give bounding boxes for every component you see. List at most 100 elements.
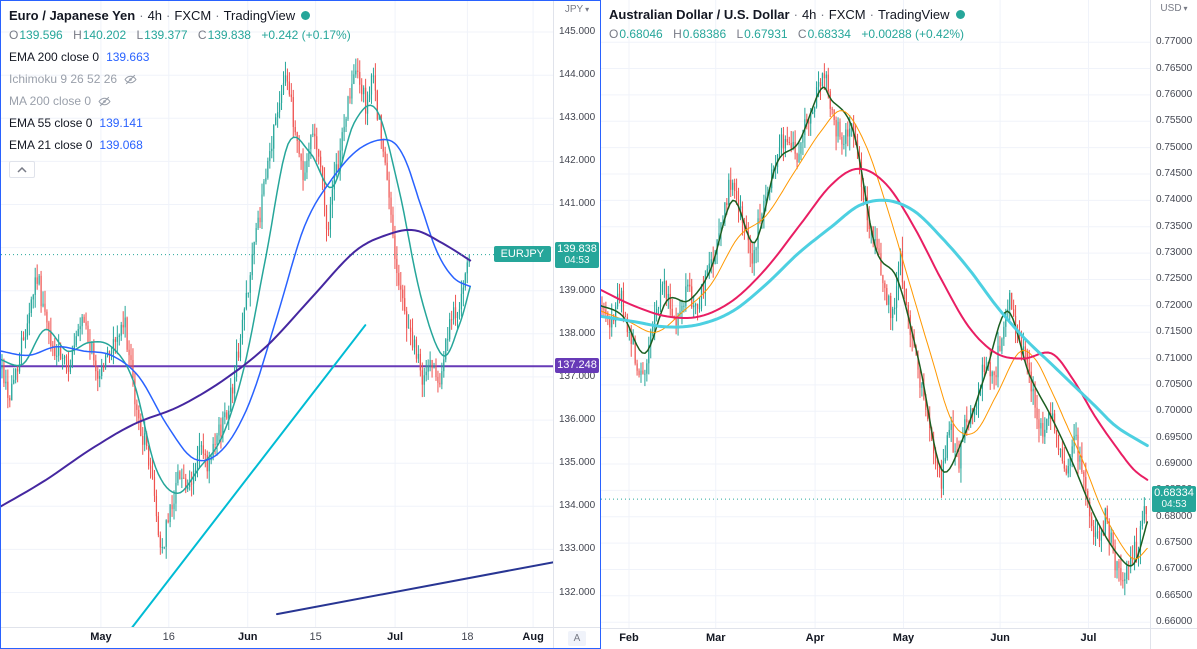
price-tick: 0.71500 [1156, 326, 1193, 338]
market-status-icon[interactable] [955, 10, 965, 19]
market-status-icon[interactable] [301, 11, 311, 20]
chevron-down-icon: ▾ [1183, 4, 1188, 13]
low-label: L [136, 28, 144, 42]
candles-layer-eurjpy [1, 1, 553, 627]
interval-label[interactable]: 4h [147, 8, 163, 23]
currency-label: JPY [564, 4, 584, 15]
open-label: O [9, 28, 19, 42]
indicator-row-ichimoku[interactable]: Ichimoku 9 26 52 26 [9, 71, 351, 88]
low-label: L [736, 27, 744, 41]
price-tick: 0.70500 [1156, 378, 1193, 390]
exchange-label[interactable]: FXCM [174, 8, 212, 23]
price-tick: 0.75000 [1156, 141, 1193, 153]
indicator-label: EMA 21 close 0 [9, 138, 93, 152]
price-tick: 133.000 [559, 543, 596, 555]
time-label: Feb [619, 632, 639, 644]
time-label: Apr [805, 632, 825, 644]
price-tick: 143.000 [559, 112, 596, 124]
symbol-name[interactable]: Australian Dollar / U.S. Dollar [609, 7, 790, 22]
high-label: H [73, 28, 82, 42]
price-tick: 0.72500 [1156, 273, 1193, 285]
indicator-label: EMA 55 close 0 [9, 116, 93, 130]
symbol-title-row: Australian Dollar / U.S. Dollar · 4h · F… [609, 6, 965, 23]
price-scale-currency-menu[interactable]: JPY ▾ [554, 4, 600, 15]
eye-hidden-icon[interactable] [98, 95, 111, 108]
price-tick: 0.69000 [1156, 458, 1193, 469]
dot-separator: · [869, 7, 874, 22]
indicator-label: MA 200 close 0 [9, 94, 92, 108]
platform-label[interactable]: TradingView [877, 7, 950, 22]
legend-eurjpy: Euro / Japanese Yen · 4h · FXCM · Tradin… [9, 7, 351, 178]
chart-panel-eurjpy: Euro / Japanese Yen · 4h · FXCM · Tradin… [0, 0, 601, 649]
close-value: 139.838 [207, 28, 251, 42]
platform-label[interactable]: TradingView [223, 8, 296, 23]
exchange-label[interactable]: FXCM [828, 7, 866, 22]
current-price-value: 0.68334 [1154, 487, 1194, 500]
hline-price-badge: 137.248 [555, 358, 599, 374]
price-tick: 0.67500 [1156, 537, 1193, 549]
indicator-label: Ichimoku 9 26 52 26 [9, 72, 118, 86]
price-scale-eurjpy[interactable]: JPY ▾ 145.000 144.000 143.000 142.000 141.00… [553, 1, 600, 627]
indicator-value: 139.141 [99, 116, 143, 130]
collapse-legend-button[interactable] [9, 161, 35, 178]
price-line-symbol-tag: EURJPY [493, 245, 551, 262]
dot-separator: · [820, 7, 825, 22]
price-tick: 0.76000 [1156, 88, 1193, 100]
indicator-label: EMA 200 close 0 [9, 50, 100, 64]
eye-hidden-icon[interactable] [124, 73, 137, 86]
axis-corner-eurjpy: A [553, 628, 600, 648]
price-tick: 0.74500 [1156, 168, 1193, 179]
price-tick: 134.000 [559, 500, 596, 512]
interval-label[interactable]: 4h [801, 7, 817, 22]
chevron-down-icon: ▾ [585, 5, 590, 14]
open-value: 0.68046 [619, 27, 663, 41]
price-tick: 136.000 [559, 414, 596, 426]
time-axis-eurjpy[interactable]: May 16 Jun 15 Jul 18 Aug [1, 628, 553, 648]
price-tick: 0.73500 [1156, 220, 1193, 232]
time-label: 16 [162, 631, 175, 643]
low-value: 0.67931 [744, 27, 788, 41]
close-label: C [197, 28, 207, 42]
price-tick: 0.72000 [1156, 299, 1193, 311]
price-tick: 145.000 [559, 26, 596, 38]
dot-separator: · [215, 8, 220, 23]
time-label: Jul [1080, 632, 1097, 644]
dot-separator: · [793, 7, 798, 22]
price-scale-currency-menu[interactable]: USD ▾ [1151, 3, 1197, 14]
chevron-up-icon [17, 166, 27, 173]
time-label: May [892, 632, 915, 644]
price-pane-audusd[interactable]: Australian Dollar / U.S. Dollar · 4h · F… [601, 0, 1150, 628]
price-tick: 0.73000 [1156, 247, 1193, 259]
change-value: +0.242 (+0.17%) [261, 28, 351, 42]
price-tick: 0.74000 [1156, 194, 1193, 206]
price-tick: 0.67000 [1156, 563, 1193, 575]
price-tick: 144.000 [559, 69, 596, 81]
symbol-name[interactable]: Euro / Japanese Yen [9, 8, 136, 23]
auto-scale-button[interactable]: A [568, 630, 586, 646]
symbol-title-row: Euro / Japanese Yen · 4h · FXCM · Tradin… [9, 7, 351, 24]
close-value: 0.68334 [807, 27, 851, 41]
candlestick-chart[interactable] [1, 1, 553, 627]
price-pane-eurjpy[interactable]: Euro / Japanese Yen · 4h · FXCM · Tradin… [1, 1, 553, 627]
price-tick: 0.69500 [1156, 431, 1193, 443]
price-tick: 137.000 [559, 370, 596, 382]
time-label: Mar [705, 632, 726, 644]
dot-separator: · [139, 8, 144, 23]
price-tick: 0.77000 [1156, 36, 1193, 48]
ohlc-row: O139.596 H140.202 L139.377 C139.838 +0.2… [9, 27, 351, 44]
candlestick-chart[interactable] [601, 0, 1150, 628]
time-label: 18 [461, 631, 474, 643]
axis-corner-audusd [1150, 629, 1197, 649]
indicator-row-ema200[interactable]: EMA 200 close 0 139.663 [9, 49, 351, 66]
open-value: 139.596 [19, 28, 63, 42]
time-axis-audusd[interactable]: Feb Mar Apr May Jun Jul [601, 629, 1150, 649]
chart-panel-audusd: Australian Dollar / U.S. Dollar · 4h · F… [601, 0, 1197, 649]
change-value: +0.00288 (+0.42%) [861, 27, 965, 41]
price-tick: 132.000 [559, 586, 596, 598]
price-scale-audusd[interactable]: USD ▾ 0.77000 0.76500 0.76000 0.75500 0.7500… [1150, 0, 1197, 628]
current-price-badge: 0.68334 04:53 [1152, 486, 1196, 513]
indicator-row-ma200[interactable]: MA 200 close 0 [9, 93, 351, 110]
indicator-row-ema21[interactable]: EMA 21 close 0 139.068 [9, 137, 351, 154]
indicator-row-ema55[interactable]: EMA 55 close 0 139.141 [9, 115, 351, 132]
